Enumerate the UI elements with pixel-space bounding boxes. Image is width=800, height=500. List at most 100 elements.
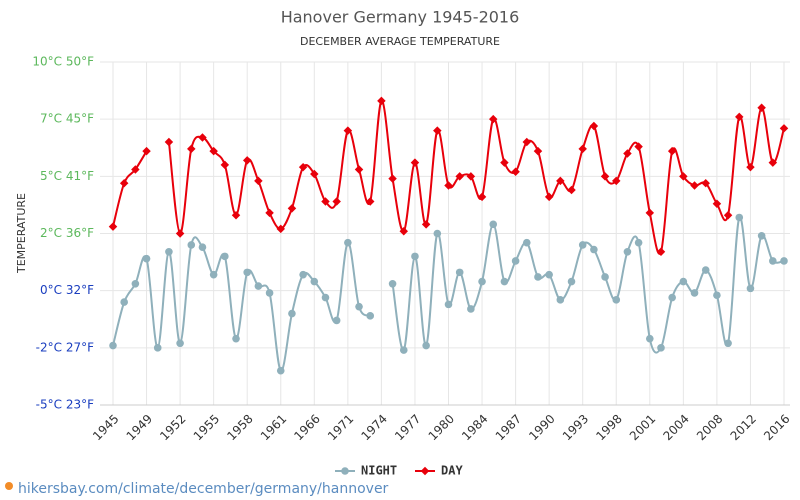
legend-marker (341, 467, 349, 475)
data-point (500, 277, 509, 286)
data-point (679, 277, 688, 286)
data-point (209, 146, 218, 156)
x-tick-label: 1987 (493, 412, 524, 443)
data-point (119, 178, 129, 188)
data-point (254, 282, 263, 290)
data-point (556, 296, 565, 304)
data-point (142, 146, 151, 156)
data-point (545, 270, 553, 279)
y-tick-label: 0°C 32°F (40, 283, 94, 297)
data-point (533, 146, 543, 156)
data-point (589, 121, 599, 131)
data-point (243, 268, 251, 277)
data-point (120, 298, 128, 306)
x-tick-label: 1971 (325, 412, 356, 443)
data-point (109, 341, 117, 350)
data-point (444, 300, 453, 309)
data-point (399, 346, 408, 354)
x-tick-label: 2001 (627, 412, 658, 443)
data-point (332, 197, 341, 206)
data-point (623, 247, 632, 256)
data-point (612, 296, 621, 304)
chart-subtitle: DECEMBER AVERAGE TEMPERATURE (300, 35, 500, 48)
data-point (421, 220, 431, 229)
legend-label: DAY (441, 464, 463, 478)
data-point (366, 312, 375, 320)
data-point (176, 339, 184, 348)
data-point (724, 339, 732, 348)
data-point (388, 174, 397, 183)
data-point (198, 133, 207, 142)
data-point (232, 334, 240, 343)
data-point (288, 309, 296, 318)
y-tick-label: 10°C 50°F (32, 55, 94, 69)
data-point (332, 316, 341, 325)
data-point (488, 114, 498, 124)
data-point (544, 192, 554, 202)
data-point (321, 197, 330, 206)
chart-title: Hanover Germany 1945-2016 (281, 8, 520, 27)
x-tick-label: 1966 (291, 412, 322, 443)
data-point (131, 280, 140, 288)
data-point (265, 289, 274, 297)
data-point (265, 208, 274, 218)
x-tick-label: 1977 (392, 412, 423, 443)
data-point (600, 172, 610, 181)
x-tick-label: 2016 (761, 412, 792, 443)
x-tick-label: 1998 (593, 412, 624, 443)
data-point (757, 231, 766, 240)
data-point (165, 247, 173, 256)
data-point (534, 273, 542, 281)
data-point (489, 220, 498, 229)
data-point (276, 224, 285, 234)
legend-label: NIGHT (361, 464, 397, 478)
data-point (779, 124, 789, 133)
data-point (455, 268, 464, 277)
data-point (522, 238, 531, 247)
data-point (656, 247, 666, 257)
data-point (187, 144, 196, 154)
footer-icon (5, 482, 13, 490)
footer: hikersbay.com/climate/december/germany/h… (18, 481, 389, 497)
x-tick-label: 1952 (157, 412, 188, 443)
y-tick-label: 2°C 36°F (40, 226, 94, 240)
data-point (713, 291, 721, 300)
data-point (735, 213, 744, 222)
x-tick-label: 2008 (694, 412, 725, 443)
data-point (254, 176, 263, 186)
data-point (478, 277, 486, 286)
data-point (578, 241, 587, 249)
x-tick-label: 1949 (124, 412, 155, 443)
data-point (310, 277, 319, 286)
data-point (455, 172, 464, 181)
data-point (701, 266, 710, 274)
data-point (321, 293, 330, 302)
y-axis-label: TEMPERATURE (15, 193, 28, 274)
x-tick-label: 1961 (258, 412, 289, 443)
data-point (690, 289, 699, 297)
data-point (231, 210, 241, 220)
data-point (209, 270, 218, 279)
data-point (198, 243, 207, 252)
data-point (175, 229, 185, 238)
data-point (299, 270, 307, 279)
x-tick-label: 2004 (660, 412, 691, 443)
data-point (467, 305, 475, 313)
data-point (522, 137, 532, 147)
data-point (411, 252, 419, 261)
data-point (310, 169, 319, 179)
data-point (646, 334, 654, 343)
data-point (399, 226, 409, 236)
data-point (746, 162, 755, 172)
data-point (355, 302, 363, 311)
x-tick-label: 1993 (560, 412, 591, 443)
data-point (365, 197, 375, 206)
data-point (131, 165, 140, 174)
data-point (623, 149, 632, 158)
data-point (477, 192, 487, 202)
data-point (410, 158, 420, 167)
x-tick-label: 2012 (728, 412, 759, 443)
data-point (276, 366, 285, 375)
data-point (578, 144, 587, 154)
